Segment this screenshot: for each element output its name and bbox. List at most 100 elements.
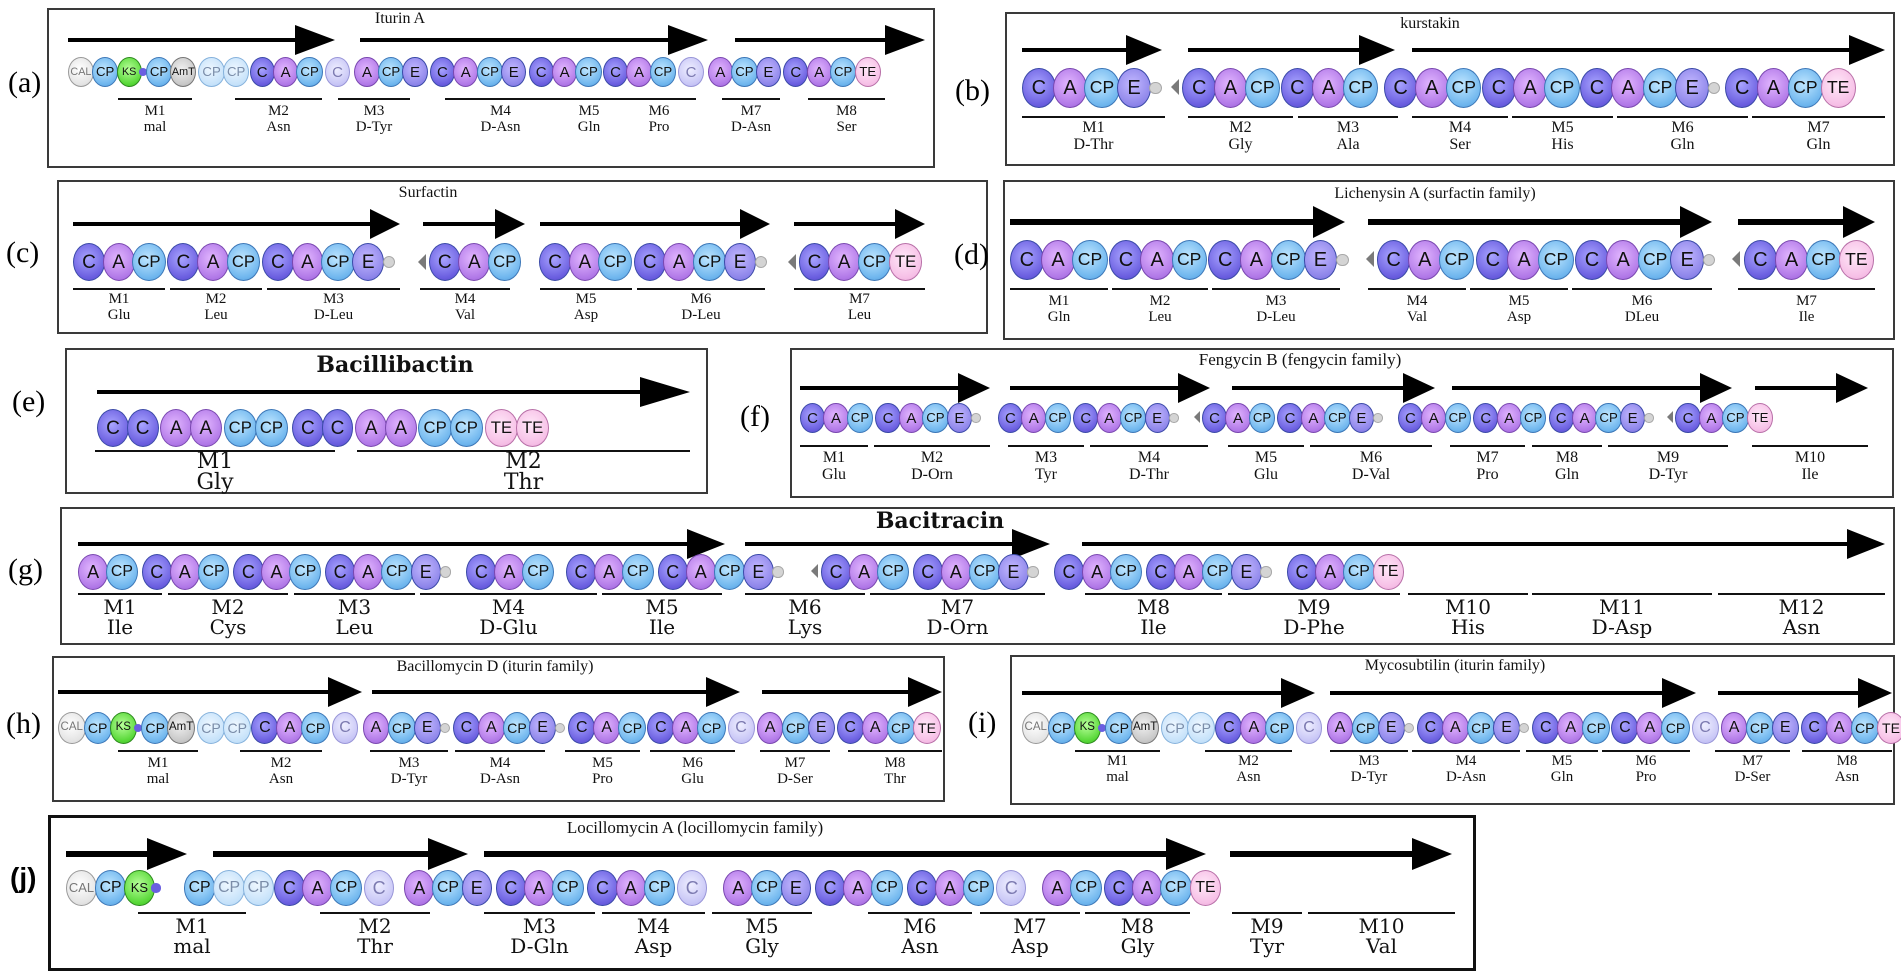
- domain-a-e: A: [384, 409, 417, 447]
- module-arrow-h: [762, 677, 942, 707]
- module-underline-j: [602, 912, 705, 914]
- linker-dot-f: [1169, 413, 1179, 423]
- module-label-g-m12: M12 Asn: [1779, 597, 1825, 637]
- module-arrow-f: [1232, 373, 1435, 403]
- module-label-c-m1: M1 Glu: [108, 291, 131, 324]
- domain-c-j: C: [274, 870, 305, 906]
- domain-cp-g: CP: [1201, 554, 1234, 590]
- module-residue: DLeu: [1624, 308, 1660, 325]
- module-residue: Glu: [822, 465, 846, 483]
- domain-te-e: TE: [484, 409, 519, 447]
- module-residue: Gln: [577, 118, 601, 135]
- module-arrow-e: [97, 377, 690, 407]
- module-name: M10: [1445, 595, 1491, 619]
- domain-a-j: A: [404, 870, 435, 906]
- domain-c-e: C: [291, 409, 324, 447]
- domain-cp-a: CP: [92, 57, 119, 87]
- module-label-d-m1: M1 Gln: [1048, 293, 1071, 326]
- domain-cp-h: CP: [697, 712, 726, 744]
- domain-te-g: TE: [1372, 554, 1405, 590]
- module-label-e-m2: M2 Thr: [504, 451, 543, 494]
- domain-a-h: A: [362, 712, 390, 744]
- domain-c-a: C: [249, 57, 275, 87]
- module-underline-g: [420, 593, 597, 595]
- module-underline-j: [320, 912, 430, 914]
- domain-a-c: A: [291, 243, 324, 281]
- module-underline-f: [1532, 445, 1602, 447]
- domain-c-h: C: [452, 712, 480, 744]
- domain-a-g: A: [685, 554, 716, 590]
- domain-cp-d: CP: [1171, 240, 1207, 280]
- module-residue: Glu: [681, 770, 704, 787]
- module-underline-b: [1022, 116, 1165, 118]
- module-label-a-m1: M1 mal: [144, 103, 167, 136]
- module-label-g-m3: M3 Leu: [336, 597, 374, 637]
- domain-c-j: C: [364, 870, 395, 906]
- panel-letter-g: (g): [8, 553, 43, 586]
- module-underline-c: [637, 288, 765, 290]
- domain-te-a: TE: [854, 57, 881, 87]
- panel-title-g: Bacitracin: [875, 508, 1005, 534]
- domain-a-c: A: [828, 243, 861, 281]
- module-underline-g: [745, 593, 865, 595]
- module-label-g-m7: M7 D-Orn: [926, 597, 988, 637]
- domain-c-f: C: [1548, 403, 1574, 433]
- domain-c-h: C: [727, 712, 755, 744]
- module-label-d-m2: M2 Leu: [1148, 293, 1171, 326]
- module-name: M6: [1635, 753, 1657, 769]
- module-label-j-m1: M1 mal: [173, 916, 210, 956]
- domain-e-c: E: [352, 243, 385, 281]
- domain-a-a: A: [354, 57, 380, 87]
- module-name: M5: [745, 914, 779, 938]
- domain-cp-a: CP: [476, 57, 503, 87]
- module-label-h-m2: M2 Asn: [269, 755, 293, 788]
- domain-c-c: C: [73, 243, 105, 281]
- panel-letter-d: (d): [954, 238, 989, 271]
- domain-cp-d: CP: [1072, 240, 1108, 280]
- panel-letter-b: (b): [955, 74, 990, 107]
- panel-title-d: Lichenysin A (surfactin family): [1334, 185, 1536, 202]
- domain-c-g: C: [1286, 554, 1318, 590]
- domain-c-a: C: [603, 57, 629, 87]
- module-underline-h: [848, 750, 942, 752]
- module-name: M1: [175, 914, 209, 938]
- module-arrow-a: [360, 25, 708, 55]
- domain-c-e: C: [97, 409, 129, 447]
- domain-e-b: E: [1117, 68, 1151, 108]
- module-underline-f: [1228, 445, 1304, 447]
- domain-a-g: A: [169, 554, 200, 590]
- module-underline-a: [338, 98, 410, 100]
- module-underline-a: [445, 98, 556, 100]
- domain-cp-b: CP: [1244, 68, 1280, 108]
- module-residue: Tyr: [1035, 465, 1057, 483]
- domain-cp-c: CP: [857, 243, 892, 281]
- module-residue: Gly: [745, 934, 779, 958]
- domain-cp-h: CP: [141, 712, 170, 744]
- domain-cp-j: CP: [213, 870, 245, 906]
- module-label-h-m3: M3 D-Tyr: [391, 755, 427, 788]
- module-underline-d: [1470, 288, 1568, 290]
- module-residue: D-Asn: [1446, 768, 1486, 785]
- module-label-g-m10: M10 His: [1445, 597, 1491, 637]
- domain-cal-j: CAL: [66, 870, 97, 906]
- domain-cp-b: CP: [1642, 68, 1678, 108]
- domain-cp-b: CP: [1544, 68, 1580, 108]
- module-residue: Ile: [1140, 615, 1167, 639]
- module-name: M6: [682, 755, 703, 771]
- module-label-i-m7: M7 D-Ser: [1735, 753, 1771, 786]
- module-underline-j: [712, 912, 812, 914]
- module-underline-j: [980, 912, 1080, 914]
- domain-c-j: C: [677, 870, 708, 906]
- domain-cp-j: CP: [751, 870, 783, 906]
- module-name: M2: [268, 103, 289, 119]
- linker-dot-c: [754, 255, 767, 269]
- module-label-j-m8: M8 Gly: [1121, 916, 1155, 956]
- module-residue: Pro: [592, 770, 613, 787]
- docking-chevron-f: [1667, 411, 1673, 424]
- module-name: M7: [1796, 293, 1817, 309]
- domain-cp-i: CP: [1105, 712, 1134, 744]
- domain-cp-h: CP: [502, 712, 532, 744]
- module-label-c-m3: M3 D-Leu: [314, 291, 353, 324]
- module-name: M3: [1265, 293, 1287, 309]
- module-name: M2: [1229, 119, 1252, 136]
